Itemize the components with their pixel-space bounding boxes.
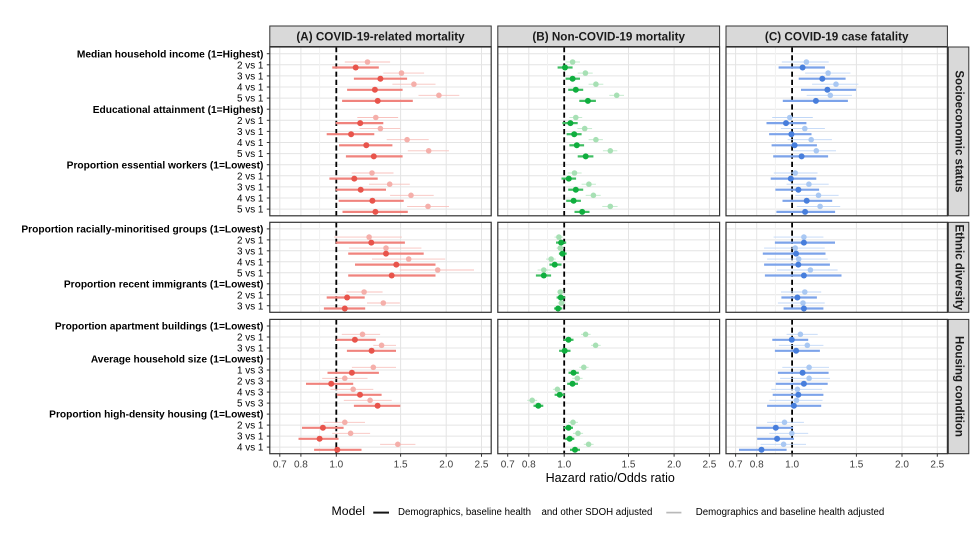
svg-text:Demographics, baseline health: Demographics, baseline health — [398, 507, 531, 518]
svg-text:Ethnic diversity: Ethnic diversity — [953, 224, 965, 310]
svg-text:0.7: 0.7 — [729, 460, 743, 471]
svg-text:3 vs 1: 3 vs 1 — [237, 246, 264, 257]
svg-text:Housing condition: Housing condition — [953, 336, 965, 437]
svg-text:and other SDOH adjusted: and other SDOH adjusted — [542, 507, 653, 518]
svg-text:5 vs 3: 5 vs 3 — [237, 399, 264, 410]
svg-text:(B) Non-COVID-19 mortality: (B) Non-COVID-19 mortality — [532, 31, 685, 44]
svg-text:5 vs 1: 5 vs 1 — [237, 268, 264, 279]
svg-text:2 vs 1: 2 vs 1 — [237, 421, 264, 432]
svg-text:(A) COVID-19-related mortality: (A) COVID-19-related mortality — [296, 31, 465, 44]
svg-text:0.8: 0.8 — [294, 460, 308, 471]
svg-text:4 vs 1: 4 vs 1 — [237, 257, 264, 268]
svg-text:2.0: 2.0 — [895, 460, 909, 471]
svg-text:2 vs 1: 2 vs 1 — [237, 116, 264, 127]
svg-text:3 vs 1: 3 vs 1 — [237, 183, 264, 194]
svg-text:4 vs 1: 4 vs 1 — [237, 194, 264, 205]
svg-text:Proportion high-density housin: Proportion high-density housing (1=Lowes… — [49, 410, 263, 421]
svg-text:2.5: 2.5 — [475, 460, 489, 471]
svg-text:2 vs 1: 2 vs 1 — [237, 333, 264, 344]
svg-text:1.0: 1.0 — [557, 460, 571, 471]
svg-text:5 vs 1: 5 vs 1 — [237, 149, 264, 160]
svg-text:Proportion essential workers (: Proportion essential workers (1=Lowest) — [67, 160, 264, 171]
svg-text:1 vs 3: 1 vs 3 — [237, 366, 264, 377]
svg-text:Proportion recent immigrants (: Proportion recent immigrants (1=Lowest) — [64, 279, 264, 290]
svg-text:4 vs 3: 4 vs 3 — [237, 388, 264, 399]
svg-text:4 vs 1: 4 vs 1 — [237, 83, 264, 94]
svg-text:5 vs 1: 5 vs 1 — [237, 205, 264, 216]
svg-text:(C) COVID-19 case fatality: (C) COVID-19 case fatality — [765, 31, 909, 44]
svg-text:1.5: 1.5 — [622, 460, 636, 471]
svg-text:Proportion racially-minoritise: Proportion racially-minoritised groups (… — [21, 225, 263, 236]
svg-text:0.7: 0.7 — [501, 460, 515, 471]
svg-text:2 vs 1: 2 vs 1 — [237, 290, 264, 301]
svg-text:0.7: 0.7 — [273, 460, 287, 471]
svg-text:2 vs 3: 2 vs 3 — [237, 377, 264, 388]
svg-text:2.5: 2.5 — [702, 460, 716, 471]
svg-text:Educational attainment (1=High: Educational attainment (1=Highest) — [93, 105, 264, 116]
svg-text:1.0: 1.0 — [785, 460, 799, 471]
svg-text:0.8: 0.8 — [522, 460, 536, 471]
svg-text:5 vs 1: 5 vs 1 — [237, 94, 264, 105]
svg-text:4 vs 1: 4 vs 1 — [237, 138, 264, 149]
svg-text:Hazard ratio/Odds ratio: Hazard ratio/Odds ratio — [546, 471, 675, 485]
svg-text:3 vs 1: 3 vs 1 — [237, 301, 264, 312]
svg-text:2 vs 1: 2 vs 1 — [237, 171, 264, 182]
svg-text:Model: Model — [332, 504, 366, 518]
svg-text:4 vs 1: 4 vs 1 — [237, 443, 264, 454]
svg-text:3 vs 1: 3 vs 1 — [237, 432, 264, 443]
svg-text:Proportion apartment buildings: Proportion apartment buildings (1=Lowest… — [55, 322, 264, 333]
svg-text:Median household income (1=Hig: Median household income (1=Highest) — [77, 49, 264, 60]
svg-text:1.0: 1.0 — [329, 460, 343, 471]
svg-text:3 vs 1: 3 vs 1 — [237, 344, 264, 355]
svg-text:Demographics and baseline heal: Demographics and baseline health adjuste… — [696, 507, 885, 518]
svg-text:3 vs 1: 3 vs 1 — [237, 72, 264, 83]
svg-text:1.5: 1.5 — [394, 460, 408, 471]
svg-text:0.8: 0.8 — [750, 460, 764, 471]
svg-text:2.0: 2.0 — [439, 460, 453, 471]
svg-text:Socioeconomic status: Socioeconomic status — [953, 70, 965, 192]
svg-text:2.5: 2.5 — [930, 460, 944, 471]
svg-text:2 vs 1: 2 vs 1 — [237, 236, 264, 247]
svg-text:1.5: 1.5 — [849, 460, 863, 471]
svg-text:2 vs 1: 2 vs 1 — [237, 60, 264, 71]
svg-text:3 vs 1: 3 vs 1 — [237, 127, 264, 138]
svg-text:2.0: 2.0 — [667, 460, 681, 471]
svg-text:Average household size (1=Lowe: Average household size (1=Lowest) — [91, 355, 264, 366]
